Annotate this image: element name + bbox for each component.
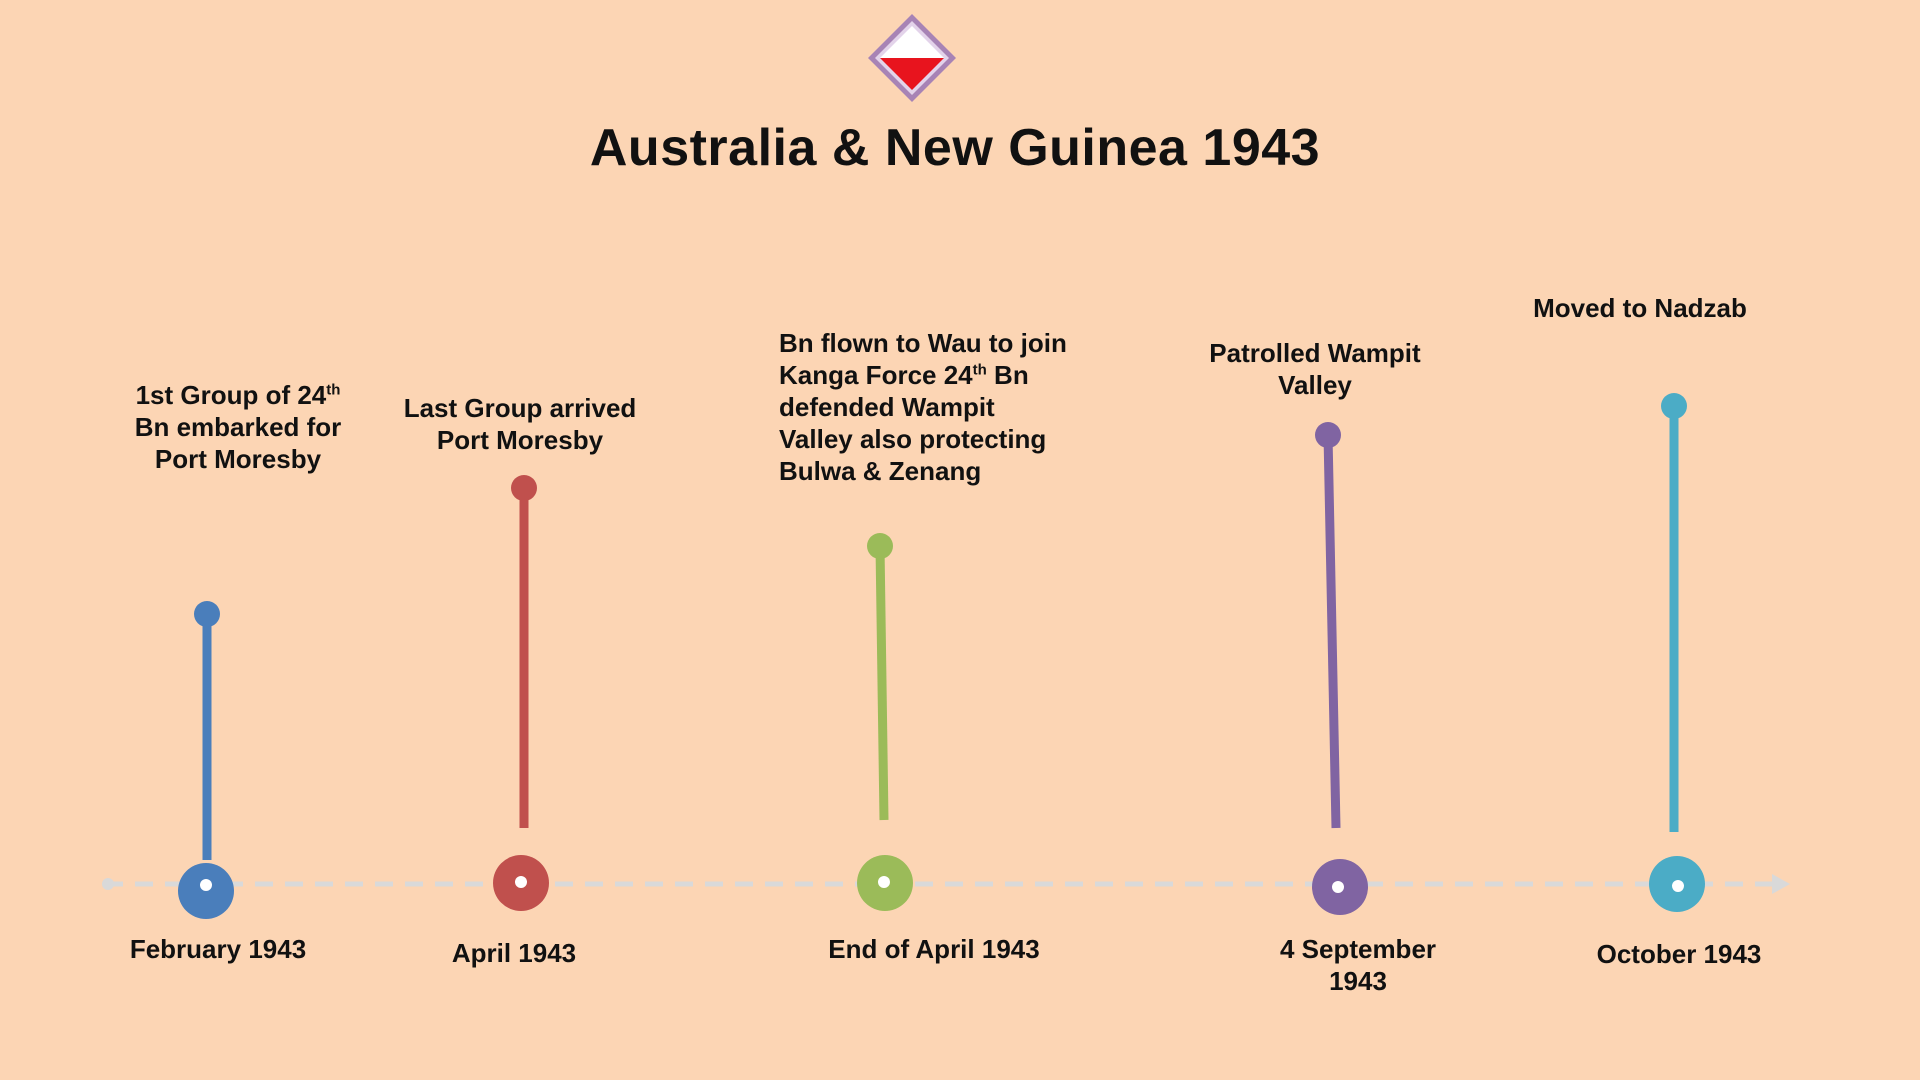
event-date: 4 September 1943 <box>1279 934 1437 996</box>
event-pin-head <box>867 533 893 559</box>
event-pin-head <box>194 601 220 627</box>
event-date: February 1943 <box>129 934 307 964</box>
event-pin-head <box>1661 393 1687 419</box>
event-stem <box>1323 434 1341 829</box>
event-date: End of April 1943 <box>828 934 1040 964</box>
event-date: April 1943 <box>451 938 577 968</box>
event-marker-center <box>200 879 212 891</box>
axis-start-dot <box>102 878 114 890</box>
event-marker-center <box>515 876 527 888</box>
event-label: Last Group arrived Port Moresby <box>403 393 637 455</box>
event-pin-head <box>511 475 537 501</box>
page-title: Australia & New Guinea 1943 <box>589 119 1321 177</box>
event-marker-center <box>878 876 890 888</box>
event-label: 1st Group of 24th Bn embarked for Port M… <box>134 380 342 474</box>
event-label: Bn flown to Wau to join Kanga Force 24th… <box>779 328 1067 486</box>
event-stem <box>875 545 889 821</box>
event-label: Moved to Nadzab <box>1533 293 1747 323</box>
event-marker-center <box>1332 881 1344 893</box>
event-pin-head <box>1315 422 1341 448</box>
unit-emblem-icon <box>868 14 956 102</box>
event-date: October 1943 <box>1596 939 1762 969</box>
event-marker-center <box>1672 880 1684 892</box>
event-label: Patrolled Wampit Valley <box>1209 338 1421 400</box>
axis-arrow-icon <box>1772 874 1790 894</box>
